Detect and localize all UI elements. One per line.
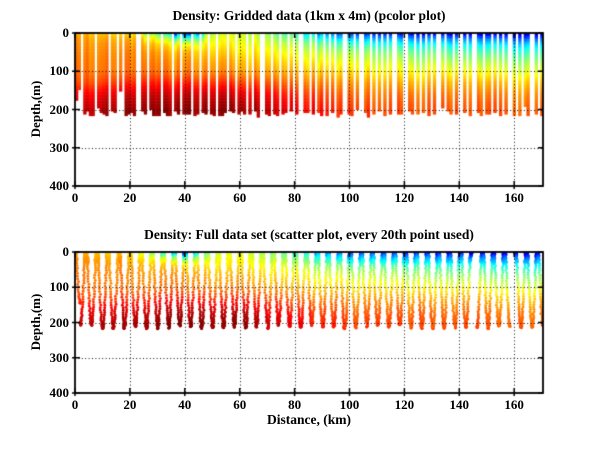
y-tick-label: 100 bbox=[49, 63, 70, 79]
x-tick-label: 0 bbox=[71, 397, 79, 412]
x-tick-label: 40 bbox=[178, 397, 192, 412]
x-tick-label: 80 bbox=[288, 190, 302, 205]
y-tick-label: 0 bbox=[62, 244, 70, 259]
y-tick-label: 0 bbox=[62, 25, 70, 40]
x-tick-label: 0 bbox=[71, 190, 79, 205]
y-tick-label: 300 bbox=[49, 349, 70, 365]
x-tick-label: 60 bbox=[233, 397, 247, 412]
y-tick-label: 200 bbox=[49, 101, 70, 117]
x-tick-label: 160 bbox=[504, 397, 524, 412]
x-tick-label: 60 bbox=[233, 190, 247, 205]
x-tick-label: 100 bbox=[339, 397, 360, 412]
y-tick-label: 100 bbox=[49, 279, 70, 295]
subplot-scatter-plot-area bbox=[69, 246, 549, 399]
subplot-scatter-title: Density: Full data set (scatter plot, ev… bbox=[144, 227, 474, 242]
x-tick-label: 140 bbox=[449, 190, 470, 205]
x-tick-label: 20 bbox=[123, 190, 137, 205]
x-tick-label: 140 bbox=[449, 397, 470, 412]
x-tick-label: 100 bbox=[339, 190, 360, 205]
subplot-gridded-title: Density: Gridded data (1km x 4m) (pcolor… bbox=[172, 8, 446, 23]
y-tick-label: 400 bbox=[49, 178, 70, 193]
x-axis-label: Distance, (km) bbox=[267, 412, 351, 427]
x-tick-label: 80 bbox=[288, 397, 302, 412]
x-tick-label: 120 bbox=[394, 190, 415, 205]
subplot-gridded-plot-area bbox=[69, 27, 549, 192]
x-tick-label: 40 bbox=[178, 190, 192, 205]
y-tick-label: 300 bbox=[49, 139, 70, 155]
x-tick-label: 160 bbox=[504, 190, 524, 205]
y-tick-label: 200 bbox=[49, 314, 70, 330]
x-tick-label: 120 bbox=[394, 397, 415, 412]
y-tick-label: 400 bbox=[49, 385, 70, 400]
x-tick-label: 20 bbox=[123, 397, 137, 412]
